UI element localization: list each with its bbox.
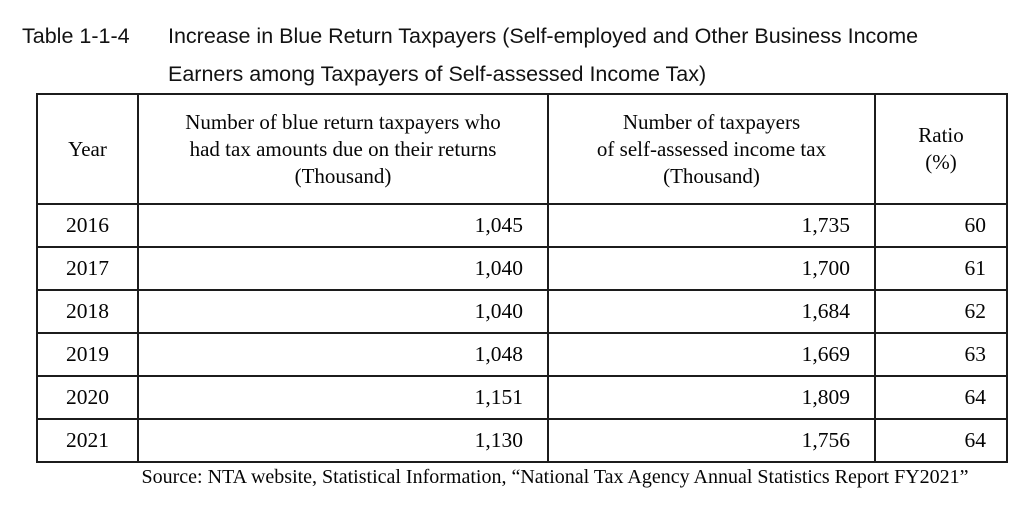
ratio-cell: 62 xyxy=(874,289,1008,334)
ratio-column-header: Ratio (%) xyxy=(874,93,1008,205)
blue-return-column-header: Number of blue return taxpayers who had … xyxy=(137,93,549,205)
year-column-header: Year xyxy=(36,93,139,205)
year-cell: 2016 xyxy=(36,203,139,248)
header-row: Year Number of blue return taxpayers who… xyxy=(36,93,1008,205)
self-assessed-cell: 1,700 xyxy=(547,246,876,291)
header-line: (Thousand) xyxy=(663,163,760,188)
year-cell: 2017 xyxy=(36,246,139,291)
title-line-1: Increase in Blue Return Taxpayers (Self-… xyxy=(168,24,919,48)
table-row: 2019 1,048 1,669 63 xyxy=(36,332,1008,377)
table-row: 2021 1,130 1,756 64 xyxy=(36,418,1008,463)
ratio-cell: 64 xyxy=(874,418,1008,463)
table-title-text: Increase in Blue Return Taxpayers (Self-… xyxy=(168,17,918,93)
blue-return-cell: 1,040 xyxy=(137,246,549,291)
blue-return-cell: 1,130 xyxy=(137,418,549,463)
blue-return-cell: 1,045 xyxy=(137,203,549,248)
blue-return-cell: 1,040 xyxy=(137,289,549,334)
year-cell: 2021 xyxy=(36,418,139,463)
header-line: Number of blue return taxpayers who xyxy=(185,109,501,134)
header-line: Number of taxpayers xyxy=(622,109,801,134)
self-assessed-cell: 1,684 xyxy=(547,289,876,334)
ratio-cell: 64 xyxy=(874,375,1008,420)
header-line: (%) xyxy=(925,150,957,174)
header-line: Ratio xyxy=(918,123,964,147)
table-title: Table 1-1-4 Increase in Blue Return Taxp… xyxy=(22,17,918,93)
year-cell: 2018 xyxy=(36,289,139,334)
year-cell: 2020 xyxy=(36,375,139,420)
blue-return-cell: 1,151 xyxy=(137,375,549,420)
self-assessed-column-header: Number of taxpayers of self-assessed inc… xyxy=(547,93,876,205)
header-line: Year xyxy=(68,136,107,161)
table-row: 2020 1,151 1,809 64 xyxy=(36,375,1008,420)
ratio-cell: 63 xyxy=(874,332,1008,377)
self-assessed-cell: 1,756 xyxy=(547,418,876,463)
source-note: Source: NTA website, Statistical Informa… xyxy=(141,466,969,488)
header-line: had tax amounts due on their returns xyxy=(189,136,497,161)
table-number: Table 1-1-4 xyxy=(22,24,130,48)
header-line: (Thousand) xyxy=(294,163,392,188)
header-line: of self-assessed income tax xyxy=(596,136,827,161)
year-cell: 2019 xyxy=(36,332,139,377)
table-row: 2018 1,040 1,684 62 xyxy=(36,289,1008,334)
ratio-cell: 61 xyxy=(874,246,1008,291)
self-assessed-cell: 1,735 xyxy=(547,203,876,248)
statistics-table: Year Number of blue return taxpayers who… xyxy=(36,93,1008,463)
title-line-2: Earners among Taxpayers of Self-assessed… xyxy=(168,62,707,86)
ratio-cell: 60 xyxy=(874,203,1008,248)
table-row: 2017 1,040 1,700 61 xyxy=(36,246,1008,291)
blue-return-cell: 1,048 xyxy=(137,332,549,377)
self-assessed-cell: 1,669 xyxy=(547,332,876,377)
table-row: 2016 1,045 1,735 60 xyxy=(36,203,1008,248)
self-assessed-cell: 1,809 xyxy=(547,375,876,420)
